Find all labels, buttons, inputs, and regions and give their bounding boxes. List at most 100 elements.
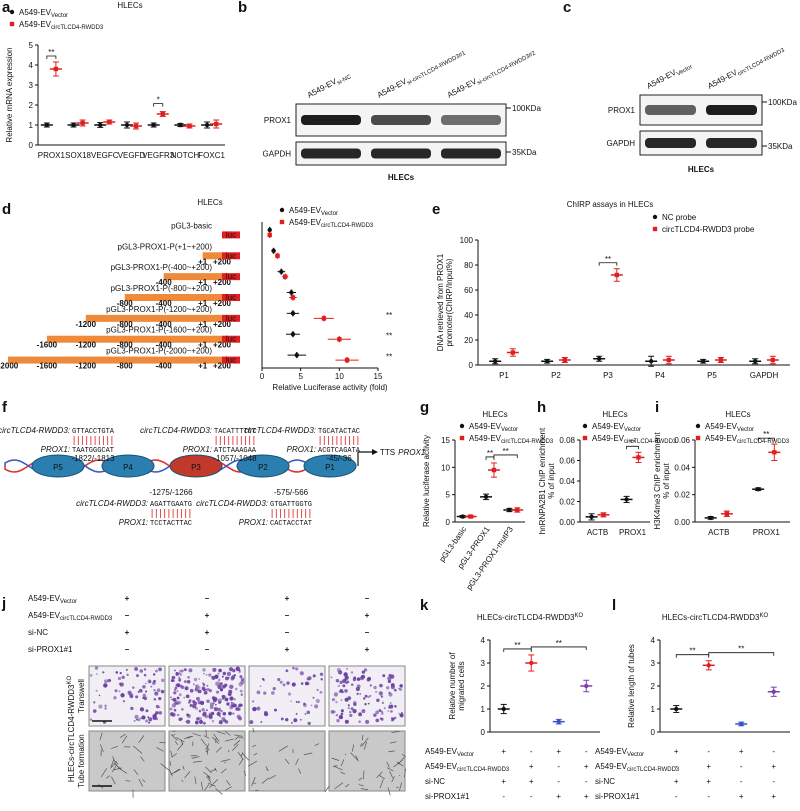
y-tick-label: 0.02 (559, 498, 575, 507)
site-prefix: PROX1: (287, 445, 316, 454)
condition-sign: - (675, 792, 678, 801)
cell (144, 690, 148, 693)
y-tick-label: 0.02 (674, 491, 690, 500)
cell (154, 691, 159, 696)
cell (136, 718, 138, 721)
cell (148, 721, 151, 724)
construct-tick: -800 (117, 320, 134, 329)
x-axis-label: Relative Luciferase activity (fold) (272, 383, 387, 392)
condition-sign: - (675, 762, 678, 771)
mean-marker (213, 121, 219, 127)
condition-sign: + (584, 762, 589, 771)
cell (181, 708, 184, 711)
mean-marker (596, 356, 602, 361)
condition-sign: – (365, 628, 370, 637)
cell (118, 682, 122, 686)
subscript: Vector (676, 64, 694, 77)
tss-gene: PROX1 (398, 448, 425, 457)
cell (295, 701, 298, 703)
text-main: A549-EV (425, 762, 458, 771)
condition-sign: - (585, 747, 588, 756)
chart-title: HLECs-circTLCD4-RWDD3KO (662, 613, 769, 622)
cell (135, 674, 139, 678)
subscript: Vector (627, 752, 644, 758)
cell (359, 693, 362, 695)
mean-marker (53, 66, 59, 72)
cell (135, 695, 139, 699)
x-tick-label: ACTB (708, 528, 729, 537)
text-main: A549-EV (592, 422, 625, 431)
cell (180, 717, 183, 721)
cell (180, 669, 184, 673)
cell (380, 712, 384, 715)
y-tick-label: 1 (481, 705, 486, 714)
micrograph (248, 665, 326, 727)
cell (394, 704, 397, 708)
construct-tick: -1200 (76, 320, 97, 329)
subscript: circTLCD4-RWDD3 (501, 439, 554, 445)
cell (119, 671, 122, 675)
superscript: KO (759, 613, 768, 619)
cell (387, 710, 390, 712)
cell (299, 671, 304, 676)
construct-tick: -400 (156, 320, 173, 329)
luc-label: luc (226, 272, 236, 281)
cell (119, 684, 122, 687)
promoter-label: P4 (123, 463, 133, 472)
mean-marker (491, 467, 497, 473)
cell (145, 719, 149, 723)
condition-sign: + (674, 747, 679, 756)
site-position: -575/-566 (274, 488, 309, 497)
construct-tick: -2000 (0, 362, 19, 371)
mean-marker (290, 311, 296, 316)
cell (209, 705, 214, 710)
condition-sign: + (501, 777, 506, 786)
mean-marker (178, 122, 183, 128)
cell (389, 702, 392, 704)
text-main: A549-EV (289, 206, 322, 215)
legend-label: NC probe (662, 213, 697, 222)
cell (98, 694, 101, 697)
text-main: HLECs (725, 410, 750, 419)
cell (195, 684, 197, 687)
cell (196, 696, 200, 701)
mean-marker (124, 122, 130, 128)
cell (312, 696, 315, 699)
y-tick-label: 4 (29, 61, 34, 70)
construct-tick: -400 (156, 362, 173, 371)
cell (388, 692, 393, 697)
cell (178, 676, 181, 679)
cell (217, 672, 220, 675)
cell (256, 706, 261, 711)
construct-label: pGL3-PROX1-P(+1~+200) (118, 242, 213, 251)
blot-band (441, 115, 501, 125)
x-tick-label: P5 (707, 371, 717, 380)
condition-sign: + (739, 747, 744, 756)
y-tick-label: 60 (464, 286, 473, 295)
cell (222, 684, 226, 689)
cell (188, 699, 192, 703)
blot-band (706, 105, 757, 115)
condition-sign: + (205, 611, 210, 620)
cell (347, 706, 350, 710)
cell (285, 670, 288, 672)
y-axis-label: promoter(ChIRP/Input%) (445, 258, 454, 346)
subscript: si-circTLCD4-RWDD3#2 (476, 50, 537, 86)
text-main: HLECs-circTLCD4-RWDD3 (477, 613, 575, 622)
mean-marker (584, 683, 589, 689)
mean-marker (556, 719, 561, 724)
cell (226, 671, 232, 676)
cell (228, 711, 232, 716)
y-tick-label: 80 (464, 261, 473, 270)
construct-tick: +200 (213, 299, 232, 308)
cell (141, 715, 146, 720)
cell (338, 714, 344, 720)
cell (176, 713, 180, 717)
cell (147, 679, 152, 684)
cell (183, 696, 186, 699)
site-prefix: circTLCD4-RWDD3: (196, 499, 268, 508)
cell (208, 673, 212, 677)
cell (375, 718, 380, 723)
subscript: circTLCD4-RWDD3 (60, 616, 113, 622)
condition-sign: – (365, 594, 370, 603)
